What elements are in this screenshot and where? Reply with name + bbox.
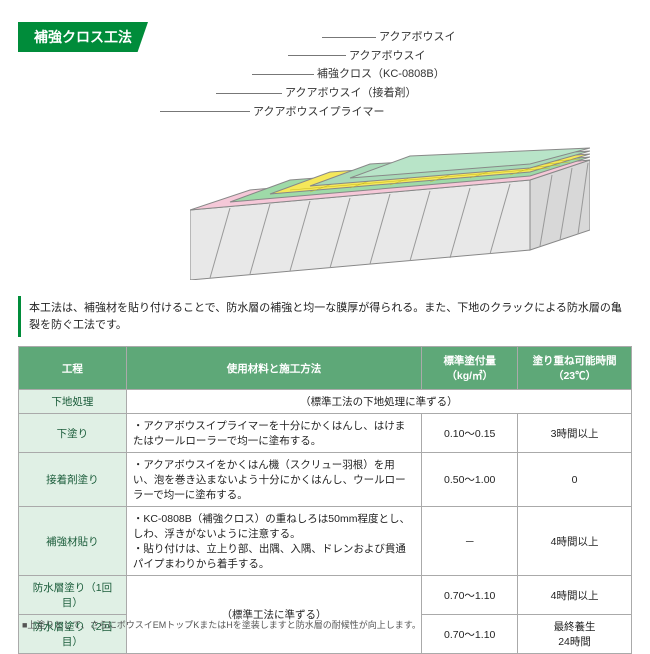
label-layer-3: 補強クロス（KC-0808B） <box>252 65 455 84</box>
table-row: 防水層塗り（1回目） （標準工法に準ずる） 0.70～1.10 4時間以上 <box>19 576 632 615</box>
header-step: 工程 <box>19 347 127 390</box>
cell-time: 0 <box>518 453 632 507</box>
layer-labels: アクアボウスイ アクアボウスイ 補強クロス（KC-0808B） アクアボウスイ（… <box>120 28 455 121</box>
cell-step: 補強材貼り <box>19 507 127 576</box>
table-row: 接着剤塗り ・アクアボウスイをかくはん機（スクリュー羽根）を用い、泡を巻き込まな… <box>19 453 632 507</box>
label-layer-2: アクアボウスイ <box>288 47 455 66</box>
footnote: ■上塗りとして、さらにボウスイEMトップKまたはHを塗装しますと防水層の耐候性が… <box>22 618 421 631</box>
cell-time: 3時間以上 <box>518 414 632 453</box>
cell-method: ・アクアボウスイプライマーを十分にかくはんし、はけまたはウールローラーで均一に塗… <box>126 414 421 453</box>
cell-method: （標準工法の下地処理に準ずる） <box>126 390 631 414</box>
cell-amount: 0.70～1.10 <box>422 615 518 654</box>
cell-time: 最終養生 24時間 <box>518 615 632 654</box>
header-time: 塗り重ね可能時間 （23℃） <box>518 347 632 390</box>
cell-step: 下塗り <box>19 414 127 453</box>
label-layer-1: アクアボウスイ <box>322 28 455 47</box>
cell-amount: 0.10～0.15 <box>422 414 518 453</box>
table-header-row: 工程 使用材料と施工方法 標準塗付量 （kg/㎡） 塗り重ね可能時間 （23℃） <box>19 347 632 390</box>
cell-step: 接着剤塗り <box>19 453 127 507</box>
process-table: 工程 使用材料と施工方法 標準塗付量 （kg/㎡） 塗り重ね可能時間 （23℃）… <box>18 346 632 654</box>
cell-amount: － <box>422 507 518 576</box>
table-row: 補強材貼り ・KC-0808B（補強クロス）の重ねしろは50mm程度とし、しわ、… <box>19 507 632 576</box>
iso-block <box>190 130 590 270</box>
cell-step: 下地処理 <box>19 390 127 414</box>
cell-time: 4時間以上 <box>518 576 632 615</box>
cell-amount: 0.70～1.10 <box>422 576 518 615</box>
cell-amount: 0.50～1.00 <box>422 453 518 507</box>
cell-method: ・KC-0808B（補強クロス）の重ねしろは50mm程度とし、しわ、浮きがないよ… <box>126 507 421 576</box>
label-layer-4: アクアボウスイ（接着剤） <box>216 84 455 103</box>
label-layer-5: アクアボウスイプライマー <box>160 103 455 122</box>
header-method: 使用材料と施工方法 <box>126 347 421 390</box>
method-description: 本工法は、補強材を貼り付けることで、防水層の補強と均一な膜厚が得られる。また、下… <box>18 296 632 337</box>
cell-time: 4時間以上 <box>518 507 632 576</box>
layer-diagram: アクアボウスイ アクアボウスイ 補強クロス（KC-0808B） アクアボウスイ（… <box>120 20 610 280</box>
header-amount: 標準塗付量 （kg/㎡） <box>422 347 518 390</box>
table-row: 下地処理 （標準工法の下地処理に準ずる） <box>19 390 632 414</box>
cell-method: ・アクアボウスイをかくはん機（スクリュー羽根）を用い、泡を巻き込まないよう十分に… <box>126 453 421 507</box>
cell-method: （標準工法に準ずる） <box>126 576 421 654</box>
cell-step: 防水層塗り（1回目） <box>19 576 127 615</box>
table-row: 下塗り ・アクアボウスイプライマーを十分にかくはんし、はけまたはウールローラーで… <box>19 414 632 453</box>
